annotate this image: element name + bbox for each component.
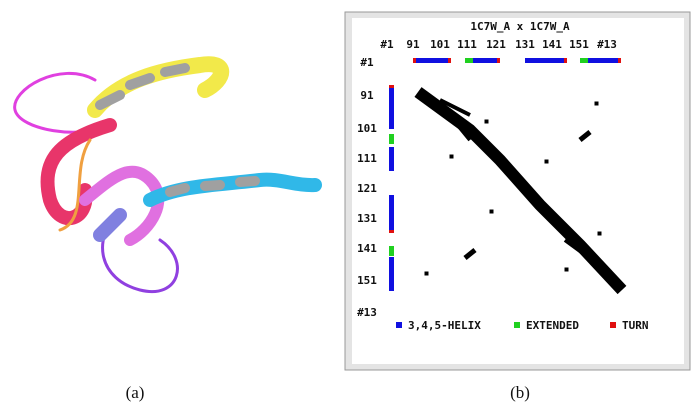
turn-segment: [618, 58, 621, 63]
turn-segment: [389, 230, 394, 233]
helix-segment: [389, 257, 394, 291]
turn-segment: [497, 58, 500, 63]
tick-label: 91: [406, 38, 420, 51]
tick-label: #1: [360, 56, 374, 69]
tick-label: 151: [569, 38, 589, 51]
strand: [100, 215, 120, 235]
tick-label: 141: [357, 242, 377, 255]
helix-segment: [389, 195, 394, 233]
extended-segment: [465, 58, 473, 63]
turn-segment: [564, 58, 567, 63]
tick-label: 101: [430, 38, 450, 51]
turn-segment: [448, 58, 451, 63]
tick-label: 91: [360, 89, 374, 102]
extended-segment: [389, 134, 394, 144]
legend-swatch: [514, 322, 520, 328]
legend-swatch: [610, 322, 616, 328]
ribbon-structure: [15, 64, 315, 291]
tick-label: #1: [380, 38, 394, 51]
legend-swatch: [396, 322, 402, 328]
caption: (b): [510, 383, 530, 402]
tick-label: 111: [357, 152, 377, 165]
helix-segment: [413, 58, 451, 63]
extended-segment: [389, 246, 394, 256]
map-title: 1C7W_A x 1C7W_A: [470, 20, 570, 33]
page: {"panel_b": {"title": "1C7W_A x 1C7W_A",…: [0, 0, 695, 410]
tick-label: 131: [357, 212, 377, 225]
top-labels: #1 91 101 111 121 131 141 151 #13: [380, 38, 617, 51]
tick-label: 101: [357, 122, 377, 135]
helix-segment: [389, 147, 394, 171]
caption: (a): [126, 383, 145, 402]
tick-label: 131: [515, 38, 535, 51]
tick-label: #13: [357, 306, 377, 319]
extended-segment: [580, 58, 588, 63]
helix-segment: [473, 58, 500, 63]
legend-label: 3,4,5-HELIX: [408, 319, 481, 332]
contact: [490, 210, 493, 213]
turn-segment: [413, 58, 416, 63]
tick-label: 111: [457, 38, 477, 51]
tick-label: 121: [357, 182, 377, 195]
tick-label: #13: [597, 38, 617, 51]
contact: [485, 120, 488, 123]
contact: [425, 272, 428, 275]
contact: [595, 102, 598, 105]
tick-label: 151: [357, 274, 377, 287]
contact: [565, 268, 568, 271]
helix-segment: [525, 58, 567, 63]
tick-label: 121: [486, 38, 506, 51]
turn-segment: [389, 85, 394, 88]
contact: [598, 232, 601, 235]
contact: [545, 160, 548, 163]
helix-segment: [389, 85, 394, 129]
helix-segment: [588, 58, 621, 63]
contact: [450, 155, 453, 158]
panel-inner: [352, 18, 684, 364]
tick-label: 141: [542, 38, 562, 51]
figure: 1C7W_A x 1C7W_A #1 91 101 111 121 131 14…: [0, 0, 695, 410]
legend-label: EXTENDED: [526, 319, 579, 332]
legend-label: TURN: [622, 319, 649, 332]
